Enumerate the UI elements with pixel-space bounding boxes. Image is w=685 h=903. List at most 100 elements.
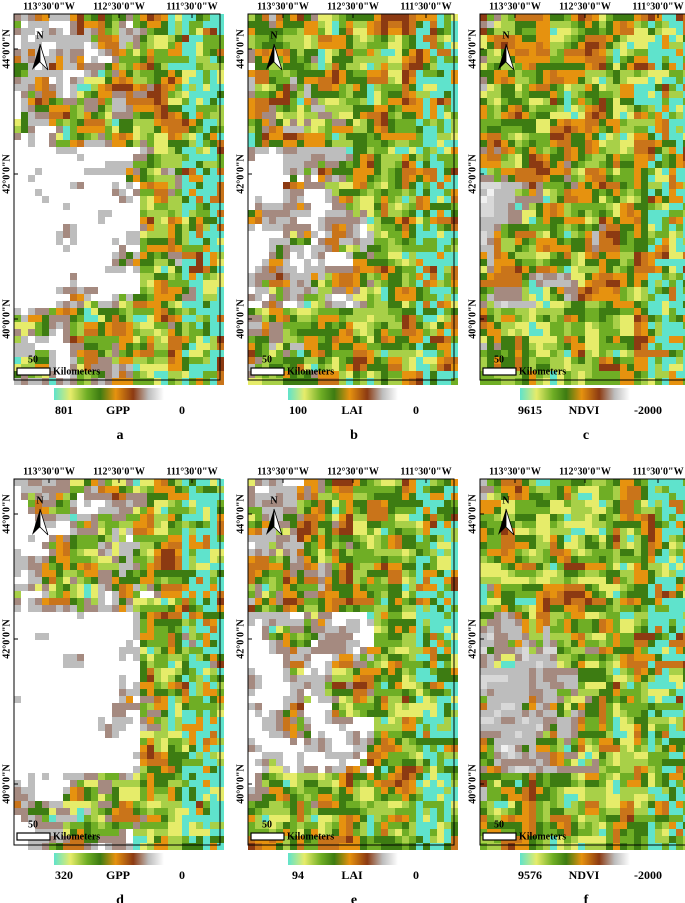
terrain-cell	[168, 168, 175, 175]
terrain-cell	[578, 259, 585, 266]
terrain-cell	[210, 500, 217, 507]
terrain-cell	[388, 357, 395, 364]
terrain-cell	[77, 563, 84, 570]
terrain-cell	[290, 315, 297, 322]
terrain-cell	[196, 598, 203, 605]
terrain-cell	[175, 154, 182, 161]
terrain-cell	[487, 49, 494, 56]
terrain-cell	[676, 308, 683, 315]
terrain-cell	[332, 378, 339, 385]
terrain-cell	[161, 189, 168, 196]
terrain-cell	[126, 175, 133, 182]
terrain-cell	[515, 224, 522, 231]
terrain-cell	[627, 49, 634, 56]
terrain-cell	[91, 287, 98, 294]
terrain-cell	[346, 371, 353, 378]
terrain-cell	[189, 42, 196, 49]
terrain-cell	[557, 371, 564, 378]
terrain-cell	[613, 315, 620, 322]
terrain-cell	[508, 287, 515, 294]
terrain-cell	[210, 105, 217, 112]
terrain-cell	[290, 168, 297, 175]
terrain-cell	[669, 350, 676, 357]
terrain-cell	[346, 350, 353, 357]
terrain-cell	[119, 77, 126, 84]
terrain-cell	[168, 371, 175, 378]
terrain-cell	[339, 238, 346, 245]
terrain-cell	[578, 133, 585, 140]
terrain-cell	[606, 245, 613, 252]
terrain-cell	[487, 196, 494, 203]
terrain-cell	[119, 343, 126, 350]
terrain-cell	[353, 280, 360, 287]
terrain-cell	[325, 245, 332, 252]
terrain-cell	[133, 507, 140, 514]
terrain-cell	[147, 329, 154, 336]
terrain-cell	[77, 77, 84, 84]
terrain-cell	[529, 21, 536, 28]
terrain-cell	[161, 287, 168, 294]
terrain-cell	[536, 210, 543, 217]
terrain-cell	[494, 329, 501, 336]
terrain-cell	[318, 217, 325, 224]
terrain-cell	[283, 49, 290, 56]
terrain-cell	[395, 273, 402, 280]
terrain-cell	[444, 154, 451, 161]
terrain-cell	[21, 563, 28, 570]
terrain-cell	[374, 203, 381, 210]
terrain-cell	[147, 126, 154, 133]
terrain-cell	[501, 91, 508, 98]
terrain-cell	[543, 203, 550, 210]
terrain-cell	[676, 147, 683, 154]
terrain-cell	[374, 105, 381, 112]
terrain-cell	[402, 119, 409, 126]
terrain-cell	[501, 35, 508, 42]
terrain-cell	[154, 154, 161, 161]
terrain-cell	[210, 486, 217, 493]
terrain-cell	[154, 28, 161, 35]
terrain-cell	[168, 175, 175, 182]
terrain-cell	[501, 329, 508, 336]
terrain-cell	[606, 154, 613, 161]
terrain-cell	[409, 182, 416, 189]
terrain-cell	[395, 238, 402, 245]
terrain-cell	[105, 514, 112, 521]
terrain-cell	[203, 259, 210, 266]
terrain-cell	[444, 343, 451, 350]
terrain-cell	[147, 98, 154, 105]
terrain-cell	[592, 350, 599, 357]
terrain-cell	[634, 63, 641, 70]
terrain-cell	[196, 259, 203, 266]
terrain-cell	[381, 161, 388, 168]
terrain-cell	[599, 175, 606, 182]
terrain-cell	[56, 591, 63, 598]
terrain-cell	[168, 493, 175, 500]
terrain-cell	[641, 35, 648, 42]
terrain-cell	[325, 63, 332, 70]
terrain-cell	[262, 35, 269, 42]
terrain-cell	[627, 21, 634, 28]
terrain-cell	[77, 84, 84, 91]
terrain-cell	[416, 91, 423, 98]
terrain-cell	[98, 605, 105, 612]
terrain-cell	[91, 570, 98, 577]
terrain-cell	[676, 294, 683, 301]
terrain-cell	[634, 224, 641, 231]
terrain-cell	[98, 507, 105, 514]
terrain-cell	[648, 287, 655, 294]
terrain-cell	[381, 224, 388, 231]
terrain-cell	[196, 563, 203, 570]
terrain-cell	[318, 301, 325, 308]
terrain-cell	[42, 56, 49, 63]
terrain-cell	[346, 294, 353, 301]
terrain-cell	[529, 308, 536, 315]
terrain-cell	[203, 84, 210, 91]
terrain-cell	[161, 479, 168, 486]
terrain-cell	[42, 91, 49, 98]
terrain-cell	[606, 266, 613, 273]
terrain-cell	[550, 238, 557, 245]
terrain-cell	[571, 287, 578, 294]
terrain-cell	[346, 245, 353, 252]
terrain-cell	[543, 364, 550, 371]
terrain-cell	[28, 77, 35, 84]
